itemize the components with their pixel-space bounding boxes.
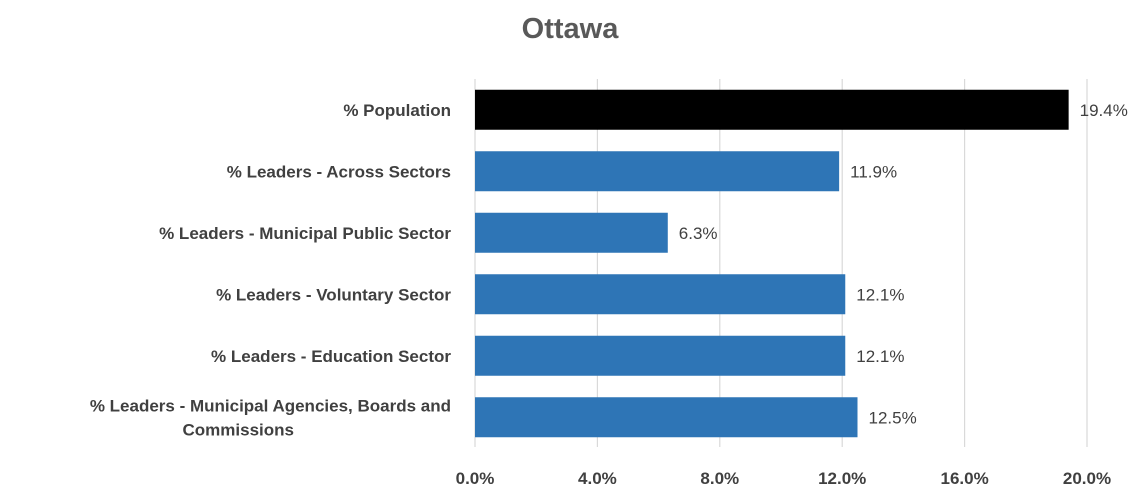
bars <box>475 89 1069 438</box>
category-label: % Leaders - Municipal Public Sector <box>159 224 451 243</box>
x-tick-label: 16.0% <box>940 469 988 488</box>
bar <box>475 89 1069 130</box>
bar <box>475 397 858 438</box>
x-tick-label: 12.0% <box>818 469 866 488</box>
bar <box>475 274 846 315</box>
data-label: 12.1% <box>856 285 904 304</box>
bar <box>475 151 840 192</box>
x-tick-label: 0.0% <box>456 469 495 488</box>
gridlines <box>474 79 1088 447</box>
x-tick-label: 8.0% <box>700 469 739 488</box>
category-label: Commissions <box>183 420 294 439</box>
chart-title: Ottawa <box>522 13 620 45</box>
x-tick-label: 20.0% <box>1063 469 1111 488</box>
data-label: 6.3% <box>679 224 718 243</box>
data-label: 12.5% <box>869 408 917 427</box>
data-labels: 19.4% 11.9% 6.3% 12.1% 12.1% 12.5% <box>679 101 1128 428</box>
category-labels: % Population % Leaders - Across Sectors % … <box>90 101 452 440</box>
data-label: 19.4% <box>1080 101 1128 120</box>
category-label: % Leaders - Education Sector <box>211 347 451 366</box>
bar <box>475 335 846 376</box>
category-label: % Leaders - Across Sectors <box>227 162 451 181</box>
category-label: % Leaders - Municipal Agencies, Boards a… <box>90 396 451 415</box>
data-label: 12.1% <box>856 347 904 366</box>
x-tick-label: 4.0% <box>578 469 617 488</box>
category-label: % Leaders - Voluntary Sector <box>216 285 451 304</box>
category-label: % Population <box>343 101 451 120</box>
bar <box>475 212 668 253</box>
x-axis-ticks: 0.0% 4.0% 8.0% 12.0% 16.0% 20.0% <box>456 469 1111 488</box>
data-label: 11.9% <box>850 162 897 181</box>
